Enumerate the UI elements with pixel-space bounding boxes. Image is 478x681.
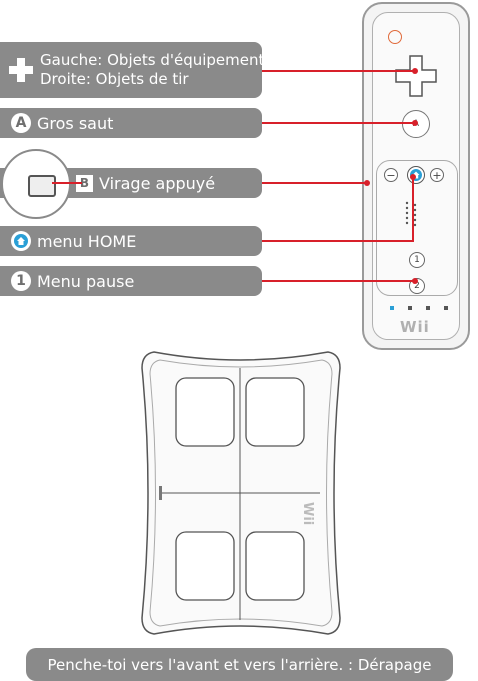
home-pointer-line xyxy=(262,240,414,242)
balance-board: Wii xyxy=(141,351,341,635)
dpad-pointer-dot xyxy=(412,68,418,74)
remote-lower-panel xyxy=(376,160,458,296)
b-pointer-line xyxy=(52,182,82,184)
b-pointer-line-right xyxy=(262,182,366,184)
home-button-label: menu HOME xyxy=(0,226,262,256)
dpad-label-line2: Droite: Objets de tir xyxy=(40,70,189,88)
home-button-text: menu HOME xyxy=(37,231,137,251)
one-button-text: Menu pause xyxy=(37,271,135,291)
home-icon xyxy=(11,231,31,251)
dpad-label: Gauche: Objets d'équipement Droite: Obje… xyxy=(0,42,265,98)
b-trigger-zoom xyxy=(1,149,71,219)
home-pointer-dot xyxy=(410,174,416,180)
dpad-pointer-line xyxy=(262,70,414,72)
remote-plus-button: + xyxy=(430,168,444,182)
one-pointer-dot xyxy=(412,278,418,284)
player-leds xyxy=(390,306,448,312)
lean-instruction-text: Penche-toi vers l'avant et vers l'arrièr… xyxy=(47,655,432,674)
one-button-label: 1 Menu pause xyxy=(0,266,262,296)
wii-remote: A − + 1 2 Wii xyxy=(362,2,470,350)
remote-one-button: 1 xyxy=(409,252,425,268)
home-pointer-vertical xyxy=(412,178,414,242)
a-button-icon: A xyxy=(11,113,31,133)
remote-minus-button: − xyxy=(384,168,398,182)
one-button-icon: 1 xyxy=(11,271,31,291)
dpad-label-line1: Gauche: Objets d'équipement xyxy=(40,51,265,69)
board-wii-logo: Wii xyxy=(300,502,315,525)
lean-instruction: Penche-toi vers l'avant et vers l'arrièr… xyxy=(26,648,453,681)
b-trigger-shape xyxy=(28,175,56,197)
remote-dpad xyxy=(394,54,438,98)
one-pointer-line xyxy=(262,280,414,282)
a-pointer-line xyxy=(262,122,414,124)
power-icon xyxy=(388,30,402,44)
dpad-icon xyxy=(9,58,33,82)
a-pointer-dot xyxy=(412,120,418,126)
remote-wii-logo: Wii xyxy=(400,318,430,336)
b-button-text: Virage appuyé xyxy=(99,173,216,193)
a-button-label: A Gros saut xyxy=(0,108,262,138)
b-pointer-dot xyxy=(364,180,370,186)
a-button-text: Gros saut xyxy=(37,113,114,133)
speaker-grille xyxy=(405,201,417,227)
